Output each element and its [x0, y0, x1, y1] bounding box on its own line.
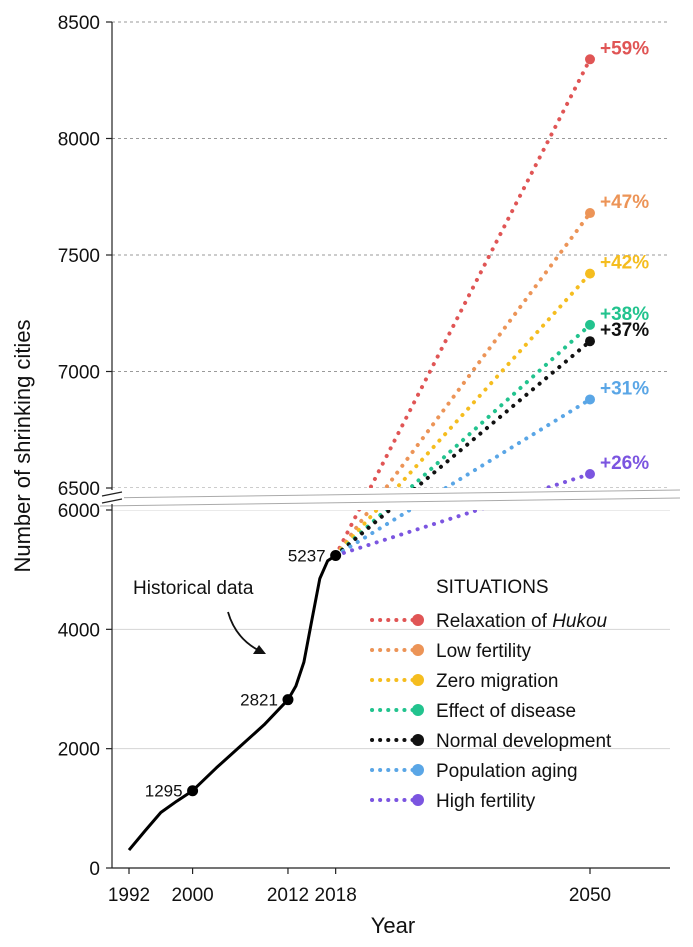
legend-title: SITUATIONS — [436, 577, 549, 598]
legend-swatch-dot — [412, 734, 424, 746]
scenario-line-1 — [333, 211, 592, 558]
legend-label-text: Effect of disease — [436, 701, 576, 722]
plot-area — [96, 54, 681, 852]
scenario-line-0 — [333, 57, 592, 558]
y-tick-label: 8000 — [58, 130, 100, 151]
y-tick-label: 7000 — [58, 363, 100, 384]
legend-label-text: Zero migration — [436, 671, 559, 692]
legend-label-text: Population aging — [436, 761, 578, 782]
historical-point-label: 5237 — [288, 547, 326, 566]
legend-swatch-dot — [412, 614, 424, 626]
legend-label-text: Low fertility — [436, 641, 532, 662]
historical-point — [282, 694, 294, 706]
scenario-endpoint-0 — [585, 54, 595, 65]
scenario-change-label: +26% — [600, 453, 649, 474]
x-tick-label: 2050 — [569, 885, 611, 906]
labels: +59% +47% +42% +38%+37% +31% +26% 1295 2821 5237 — [145, 38, 649, 800]
historical-point — [187, 785, 199, 797]
legend-swatch-dot — [412, 794, 424, 806]
scenario-change-label: +59% — [600, 38, 649, 59]
legend-label-text: Normal development — [436, 731, 612, 752]
legend-label: Relaxation of Hukou — [436, 611, 608, 632]
legend-swatch-dot — [412, 704, 424, 716]
scenario-line-2 — [333, 271, 592, 558]
y-tick-label: 2000 — [58, 740, 100, 761]
y-axis-break-gap — [100, 490, 124, 504]
legend-label: High fertility — [436, 791, 536, 812]
x-tick-label: 2018 — [315, 885, 357, 906]
scenario-endpoint-5 — [585, 394, 595, 405]
historical-point — [330, 550, 342, 562]
scenario-endpoint-1 — [585, 208, 595, 219]
legend-swatch-dot — [412, 674, 424, 686]
y-tick-label: 4000 — [58, 620, 100, 641]
legend-label: Population aging — [436, 761, 578, 782]
legend-label: Effect of disease — [436, 701, 576, 722]
y-tick-label: 0 — [89, 859, 100, 880]
scenario-endpoint-2 — [585, 268, 595, 279]
x-tick-label: 1992 — [108, 885, 150, 906]
y-axis-break-mark — [101, 491, 123, 497]
legend-swatch-dot — [412, 644, 424, 656]
axis-break-line — [99, 489, 681, 499]
scenario-change-label: +38% — [600, 304, 649, 325]
y-tick-label: 6500 — [58, 479, 100, 500]
y-axis-break-mark — [101, 498, 123, 504]
scenario-change-label: +47% — [600, 192, 649, 213]
scenario-endpoint-3 — [585, 319, 595, 330]
scenario-endpoint-4 — [585, 336, 595, 347]
scenario-endpoint-6 — [585, 469, 595, 480]
x-tick-label: 2000 — [171, 885, 213, 906]
x-tick-label: 2012 — [267, 885, 309, 906]
scenario-line-6 — [333, 472, 592, 558]
legend-swatch-dot — [412, 764, 424, 776]
legend: Relaxation of Hukou Low fertility Zero mig… — [370, 611, 612, 812]
axes: 6500 7000 7500 8000 8500 0 2000 4000 6000 1992 200… — [58, 13, 670, 906]
y-axis-title: Number of shrinking cities — [10, 319, 35, 572]
scenario-change-label: +31% — [600, 378, 649, 399]
legend-label: Zero migration — [436, 671, 559, 692]
y-tick-label: 6000 — [58, 501, 100, 522]
scenario-change-label: +42% — [600, 253, 649, 274]
y-tick-label: 8500 — [58, 13, 100, 34]
scenario-line-4 — [333, 339, 592, 558]
legend-label-text: High fertility — [436, 791, 536, 812]
historical-annotation: Historical data — [133, 578, 254, 599]
legend-label-text: Relaxation of — [436, 611, 552, 632]
legend-label: Low fertility — [436, 641, 532, 662]
y-tick-label: 7500 — [58, 246, 100, 267]
historical-point-label: 2821 — [240, 691, 278, 710]
scenario-line-5 — [333, 397, 592, 558]
annotation-arrow — [227, 611, 263, 653]
x-axis-title: Year — [371, 913, 415, 938]
annotation-arrowhead — [253, 645, 266, 654]
historical-line — [127, 554, 337, 852]
historical-point-label: 1295 — [145, 782, 183, 801]
legend-label-emphasis: Hukou — [552, 611, 607, 632]
scenario-line-3 — [333, 322, 592, 558]
axis-break-line — [99, 497, 681, 507]
legend-label: Normal development — [436, 731, 612, 752]
scenario-change-label: +37% — [600, 320, 649, 341]
